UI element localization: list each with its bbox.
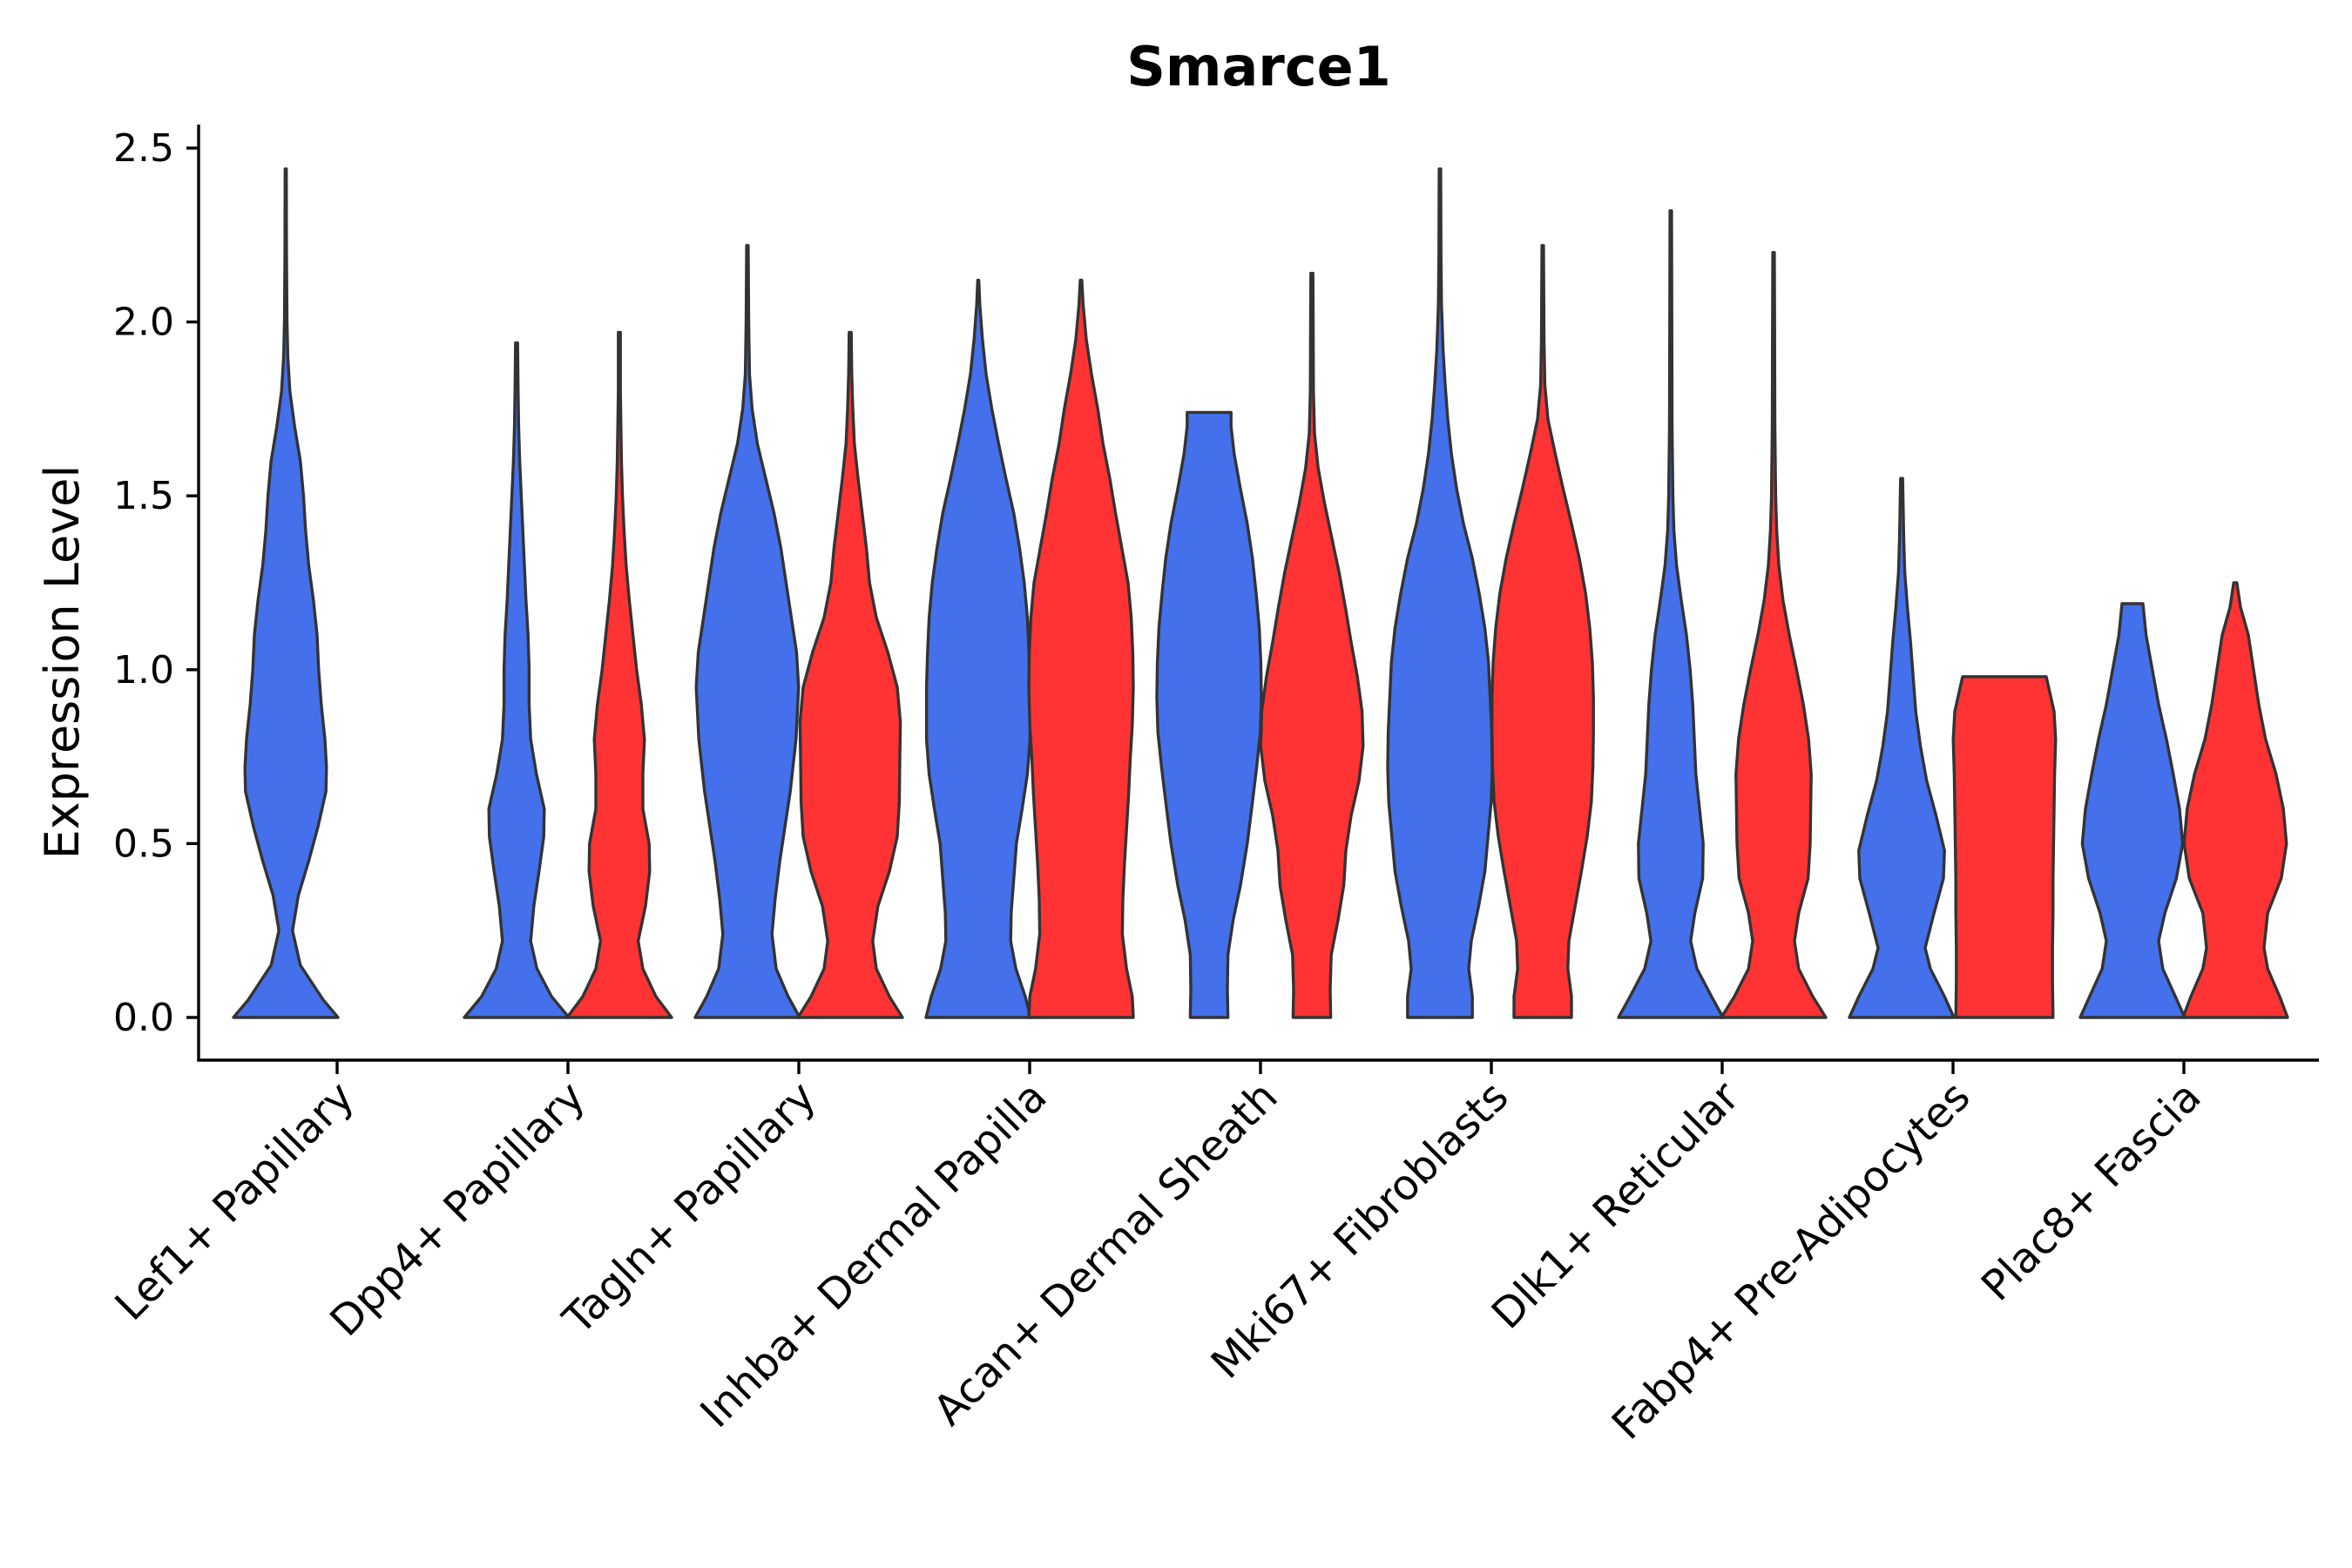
violin-red-7 bbox=[1720, 251, 1828, 1019]
violin-red-5 bbox=[1259, 272, 1365, 1019]
violin-layer bbox=[232, 167, 2289, 1019]
violin-blue-8 bbox=[1848, 476, 1956, 1019]
y-tick-label: 2.5 bbox=[113, 126, 174, 171]
violin-blue-4 bbox=[924, 279, 1032, 1019]
violin-blue-5 bbox=[1155, 410, 1263, 1019]
chart-title: Smarce1 bbox=[1126, 35, 1391, 98]
violin-blue-1 bbox=[232, 167, 340, 1019]
y-tick-label: 1.0 bbox=[113, 648, 174, 693]
axes bbox=[197, 125, 2319, 1062]
violin-blue-2 bbox=[463, 341, 571, 1019]
violin-blue-7 bbox=[1617, 209, 1725, 1019]
x-tick-label: Dpp4+ Papillary bbox=[321, 1072, 594, 1346]
y-axis-label: Expression Level bbox=[35, 465, 90, 860]
violin-red-2 bbox=[565, 330, 673, 1019]
violin-red-9 bbox=[2181, 581, 2289, 1019]
violin-blue-3 bbox=[693, 244, 801, 1019]
violin-red-6 bbox=[1490, 244, 1595, 1019]
y-tick-label: 0.5 bbox=[113, 821, 174, 866]
y-tick-label: 1.5 bbox=[113, 474, 174, 518]
x-tick-label: Lef1+ Papillary bbox=[106, 1072, 364, 1330]
x-tick-label: Tagln+ Papillary bbox=[553, 1072, 825, 1344]
x-tick-label: Plac8+ Fascia bbox=[1972, 1072, 2211, 1311]
y-tick-label: 2.0 bbox=[113, 301, 174, 345]
y-tick-label: 0.0 bbox=[113, 996, 174, 1040]
x-tick-label: Dlk1+ Reticular bbox=[1483, 1072, 1749, 1339]
violin-blue-9 bbox=[2078, 602, 2186, 1019]
y-ticks: 0.0 0.5 1.0 1.5 2.0 2.5 bbox=[113, 126, 199, 1040]
violin-red-4 bbox=[1027, 279, 1135, 1019]
violin-red-3 bbox=[796, 330, 904, 1019]
violin-red-8 bbox=[1951, 675, 2058, 1019]
violin-blue-6 bbox=[1386, 167, 1494, 1019]
